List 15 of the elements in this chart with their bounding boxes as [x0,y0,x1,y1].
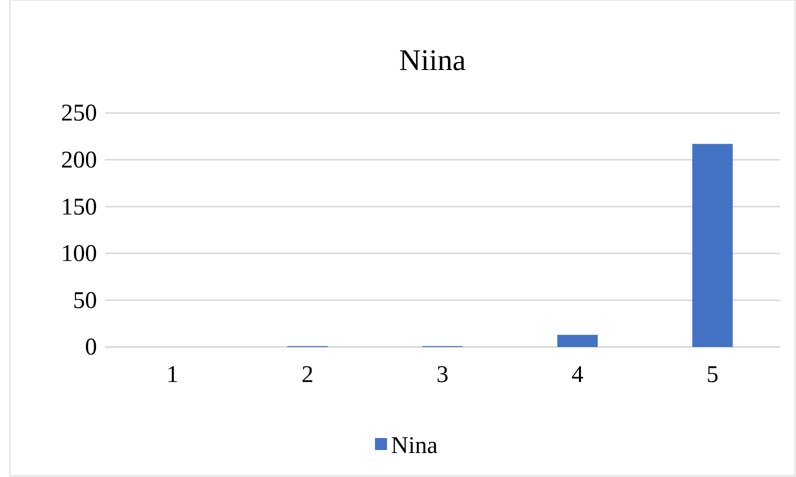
y-tick-label: 150 [61,194,97,220]
bar [692,144,733,347]
y-tick-label: 0 [85,334,97,361]
x-tick-label: 1 [166,362,178,388]
y-tick-label: 250 [61,100,97,127]
y-tick-label: 100 [61,241,97,268]
bar [557,334,598,347]
chart-title: Niina [399,44,466,77]
y-tick-label: 200 [61,147,97,174]
x-tick-label: 2 [302,362,314,388]
x-tick-label: 5 [706,362,718,388]
legend-label: Nina [391,433,438,459]
x-tick-label: 4 [572,362,584,388]
x-tick-label: 3 [436,362,448,388]
y-tick-label: 50 [73,288,97,314]
